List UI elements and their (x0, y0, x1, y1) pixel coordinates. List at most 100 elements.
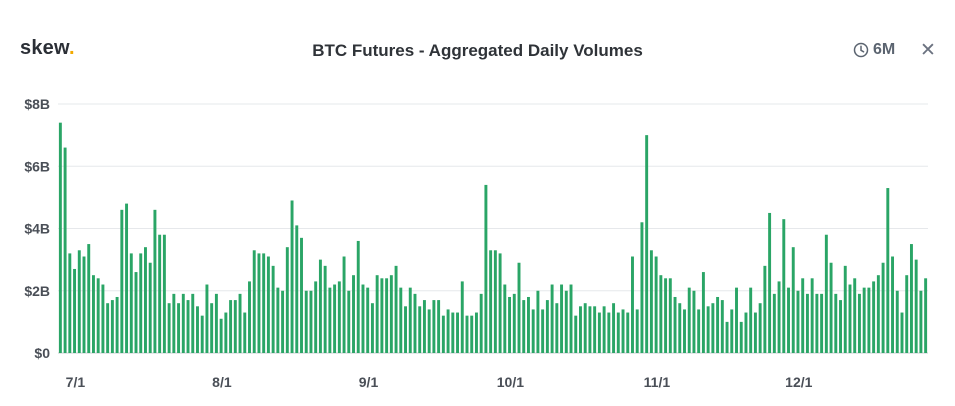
volume-bar[interactable] (876, 275, 880, 353)
volume-bar[interactable] (422, 300, 426, 353)
volume-bar[interactable] (446, 309, 450, 353)
volume-bar[interactable] (900, 312, 904, 353)
volume-bar[interactable] (82, 256, 86, 353)
volume-bar[interactable] (744, 312, 748, 353)
volume-bar[interactable] (706, 306, 710, 353)
volume-bar[interactable] (399, 287, 403, 353)
volume-bar[interactable] (333, 284, 337, 353)
volume-bar[interactable] (886, 188, 890, 353)
volume-bar[interactable] (205, 284, 209, 353)
volume-bar[interactable] (612, 303, 616, 353)
volume-bar[interactable] (200, 315, 204, 353)
volume-bar[interactable] (470, 315, 474, 353)
volume-bar[interactable] (248, 281, 251, 353)
volume-bar[interactable] (607, 312, 611, 353)
volume-bar[interactable] (300, 237, 303, 353)
volume-bar[interactable] (763, 265, 767, 353)
volume-bar[interactable] (829, 262, 833, 353)
volume-bar[interactable] (257, 253, 261, 353)
volume-bar[interactable] (631, 256, 634, 353)
volume-bar[interactable] (352, 275, 355, 353)
volume-bar[interactable] (758, 303, 762, 353)
volume-bar[interactable] (148, 262, 152, 353)
volume-bar[interactable] (413, 293, 417, 353)
volume-bar[interactable] (805, 293, 809, 353)
volume-bar[interactable] (328, 287, 332, 353)
volume-bar[interactable] (673, 296, 677, 353)
volume-bar[interactable] (427, 309, 431, 353)
volume-bar[interactable] (555, 303, 559, 353)
volume-bar[interactable] (304, 290, 308, 353)
volume-bar[interactable] (68, 253, 72, 353)
volume-bar[interactable] (58, 122, 62, 353)
volume-bar[interactable] (909, 244, 913, 353)
volume-bar[interactable] (318, 259, 322, 354)
volume-bar[interactable] (408, 287, 412, 353)
volume-bar[interactable] (853, 278, 857, 353)
volume-bar[interactable] (550, 284, 554, 353)
volume-bar[interactable] (370, 303, 374, 353)
volume-bar[interactable] (162, 234, 166, 353)
volume-bar[interactable] (895, 290, 899, 353)
volume-bar[interactable] (820, 293, 824, 353)
volume-bar[interactable] (347, 290, 351, 353)
volume-bar[interactable] (144, 247, 147, 353)
volume-bar[interactable] (616, 312, 620, 353)
volume-bar[interactable] (196, 306, 199, 353)
volume-bar[interactable] (92, 275, 95, 353)
volume-bar[interactable] (489, 250, 493, 353)
volume-bar[interactable] (314, 281, 318, 353)
volume-bar[interactable] (569, 284, 573, 353)
volume-bar[interactable] (588, 306, 592, 353)
volume-bar[interactable] (479, 293, 483, 353)
volume-bar[interactable] (295, 225, 299, 353)
volume-bar[interactable] (730, 309, 734, 353)
volume-bar[interactable] (441, 315, 445, 353)
volume-bar[interactable] (172, 293, 176, 353)
volume-bar[interactable] (687, 287, 691, 353)
volume-bar[interactable] (891, 256, 894, 353)
volume-bar[interactable] (635, 309, 639, 353)
volume-bar[interactable] (309, 290, 313, 353)
volume-bar[interactable] (214, 293, 218, 353)
volume-bar[interactable] (456, 312, 459, 353)
volume-bar[interactable] (498, 253, 502, 353)
volume-bar[interactable] (115, 296, 119, 353)
volume-bar[interactable] (233, 300, 237, 353)
volume-bar[interactable] (772, 293, 776, 353)
volume-bar[interactable] (210, 303, 214, 353)
volume-bar[interactable] (517, 262, 521, 353)
volume-bar[interactable] (801, 278, 805, 353)
volume-bar[interactable] (101, 284, 105, 353)
volume-bar[interactable] (380, 278, 384, 353)
volume-bar[interactable] (229, 300, 233, 353)
volume-bar[interactable] (649, 250, 653, 353)
volume-bar[interactable] (153, 209, 157, 353)
volume-bar[interactable] (867, 287, 871, 353)
volume-bar[interactable] (342, 256, 346, 353)
volume-bar[interactable] (602, 306, 606, 353)
volume-bar[interactable] (63, 147, 67, 353)
volume-bar[interactable] (725, 321, 729, 354)
volume-bar[interactable] (848, 284, 852, 353)
volume-bar[interactable] (465, 315, 469, 353)
volume-bar[interactable] (834, 293, 838, 353)
volume-bar[interactable] (862, 287, 866, 353)
volume-bar[interactable] (125, 203, 129, 353)
volume-bar[interactable] (711, 303, 715, 353)
volume-bar[interactable] (512, 293, 516, 353)
volume-bar[interactable] (404, 306, 407, 353)
volume-bar[interactable] (796, 290, 800, 353)
volume-bar[interactable] (167, 303, 171, 353)
volume-bar[interactable] (597, 312, 601, 353)
volume-bar[interactable] (389, 275, 393, 353)
volume-bar[interactable] (73, 268, 77, 353)
volume-bar[interactable] (749, 287, 753, 353)
volume-bar[interactable] (120, 209, 124, 353)
volume-bar[interactable] (536, 290, 540, 353)
volume-bar[interactable] (905, 275, 909, 353)
volume-bar[interactable] (356, 240, 360, 353)
volume-bar[interactable] (739, 321, 743, 354)
volume-bar[interactable] (668, 278, 672, 353)
volume-bar[interactable] (508, 296, 512, 353)
